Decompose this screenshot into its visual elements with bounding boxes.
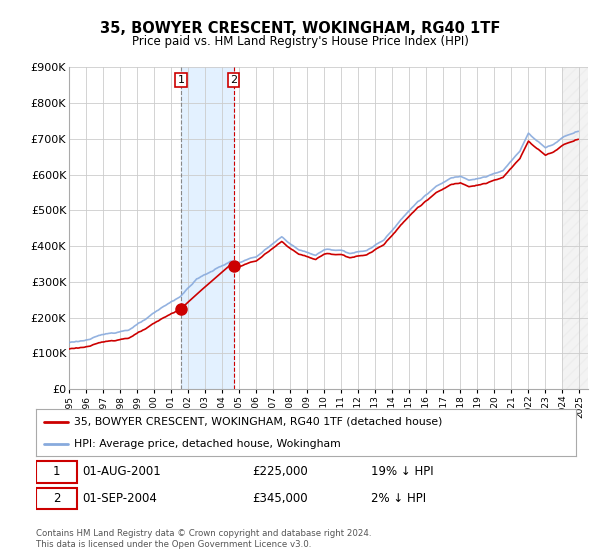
Text: Price paid vs. HM Land Registry's House Price Index (HPI): Price paid vs. HM Land Registry's House … [131, 35, 469, 48]
Text: 2: 2 [53, 492, 60, 505]
FancyBboxPatch shape [36, 488, 77, 509]
Text: 35, BOWYER CRESCENT, WOKINGHAM, RG40 1TF (detached house): 35, BOWYER CRESCENT, WOKINGHAM, RG40 1TF… [74, 417, 442, 427]
Text: HPI: Average price, detached house, Wokingham: HPI: Average price, detached house, Woki… [74, 438, 341, 449]
Text: 1: 1 [178, 75, 184, 85]
Text: 01-AUG-2001: 01-AUG-2001 [82, 465, 161, 478]
Text: 01-SEP-2004: 01-SEP-2004 [82, 492, 157, 505]
FancyBboxPatch shape [36, 461, 77, 483]
Text: 1: 1 [53, 465, 60, 478]
Text: 35, BOWYER CRESCENT, WOKINGHAM, RG40 1TF: 35, BOWYER CRESCENT, WOKINGHAM, RG40 1TF [100, 21, 500, 36]
Text: 2% ↓ HPI: 2% ↓ HPI [371, 492, 426, 505]
Text: £225,000: £225,000 [252, 465, 308, 478]
Text: 19% ↓ HPI: 19% ↓ HPI [371, 465, 433, 478]
Bar [181, 67, 233, 389]
Text: 2: 2 [230, 75, 237, 85]
Text: Contains HM Land Registry data © Crown copyright and database right 2024.
This d: Contains HM Land Registry data © Crown c… [36, 529, 371, 549]
Text: £345,000: £345,000 [252, 492, 308, 505]
Bar [562, 67, 588, 389]
